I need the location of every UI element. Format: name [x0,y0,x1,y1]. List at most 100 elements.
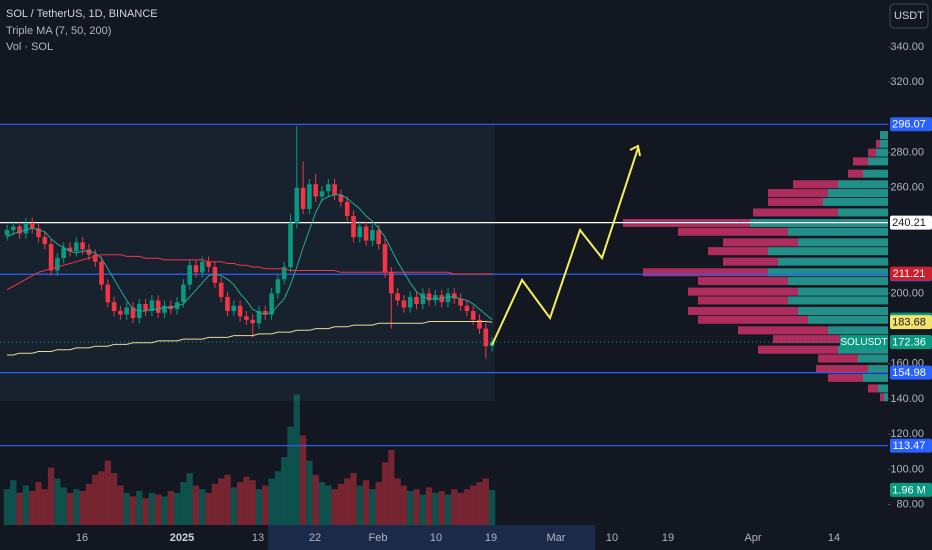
profile-up [788,296,888,305]
profile-down [688,306,798,315]
volume-bar [381,462,389,525]
x-tick-label: Apr [744,532,761,544]
candle-body [357,226,363,238]
range-box [0,124,495,401]
candle-body [61,247,66,259]
volume-bar [375,482,382,525]
ma-tag [890,266,932,281]
currency-label[interactable]: USDT [894,10,924,22]
profile-up [798,287,888,296]
volume-bar [60,487,67,525]
volume-bar [104,460,111,525]
candle-body [55,258,60,271]
x-tick-label: 14 [828,532,840,544]
profile-up [868,365,888,374]
profile-down [876,139,880,148]
volume-bar [463,489,471,525]
x-tick-label: 10 [430,532,442,544]
time-selection [268,525,595,550]
volume-bar [413,489,420,525]
arrow-head [629,144,641,157]
profile-up [788,227,888,236]
x-tick-label: 22 [309,532,321,544]
volume-bar [425,487,433,525]
profile-down [758,345,838,354]
profile-down [698,315,808,324]
profile-down [868,384,878,393]
candle-body [458,298,463,306]
last-price-name: SOLUSDT [840,337,887,348]
volume-bar [35,482,42,525]
profile-down [698,296,788,305]
volume-bar [274,471,282,525]
profile-up [823,197,888,206]
moving-average [6,254,493,291]
volume-bar [306,460,313,525]
volume-bar [470,485,477,525]
profile-up [768,268,888,277]
last-price-name-bg [840,335,888,350]
volume-bar [173,492,181,525]
candle-body [263,310,268,315]
profile-up [808,315,888,324]
y-tick-label: 280.00 [890,146,924,158]
candle-body [225,296,230,311]
volume-bar [167,490,174,525]
candle-body [370,230,375,241]
volume-bar [10,480,17,525]
volume-bar [230,487,237,525]
candle-body [11,226,16,231]
volume-tag [890,482,932,497]
moving-average [7,321,493,356]
candle-body [307,184,312,209]
profile-down [868,148,876,157]
candle-body [338,194,344,202]
volume-bar [388,449,395,525]
x-tick-label: 19 [662,532,674,544]
volume-bar [224,474,231,525]
volume-bar [356,485,363,525]
profile-down [768,197,823,206]
volume-label: Vol · SOL [6,41,53,53]
candle-body [250,319,255,324]
volume-bar [73,489,80,525]
price-line-tag [890,215,932,230]
price-line-tag-label: 113.47 [893,440,926,452]
x-tick-label: 2025 [170,532,194,544]
volume-bar [299,435,307,525]
currency-button[interactable] [889,3,929,29]
candle-body [111,302,117,311]
candle-body [206,261,211,267]
candle-body [187,265,192,285]
candle-body [294,187,300,223]
candle-body [477,319,482,329]
volume-bar [66,492,74,525]
volume-bar [438,490,445,525]
candle-body [433,295,438,301]
profile-down [708,247,768,256]
candle-body [155,300,161,313]
y-tick-label: 140.00 [890,393,924,405]
candle-body [118,310,123,315]
candle-body [17,226,22,234]
volume-bar [155,494,162,525]
candle-body [351,215,356,238]
profile-up [828,326,888,335]
profile-up [798,238,888,247]
volume-bar [29,490,36,525]
profile-up [838,345,888,354]
candle-body [80,242,85,250]
candle-body [212,266,218,283]
volume-bar [249,480,256,525]
profile-down [723,257,778,266]
volume-bar [236,482,244,525]
y-tick-label: 260.00 [890,182,924,194]
volume-bar [318,482,326,525]
volume-bar [488,489,496,525]
volume-bar [312,474,319,525]
profile-down [643,268,768,277]
forecast-arrow [491,147,639,346]
profile-down [753,208,838,217]
profile-down [773,335,848,344]
